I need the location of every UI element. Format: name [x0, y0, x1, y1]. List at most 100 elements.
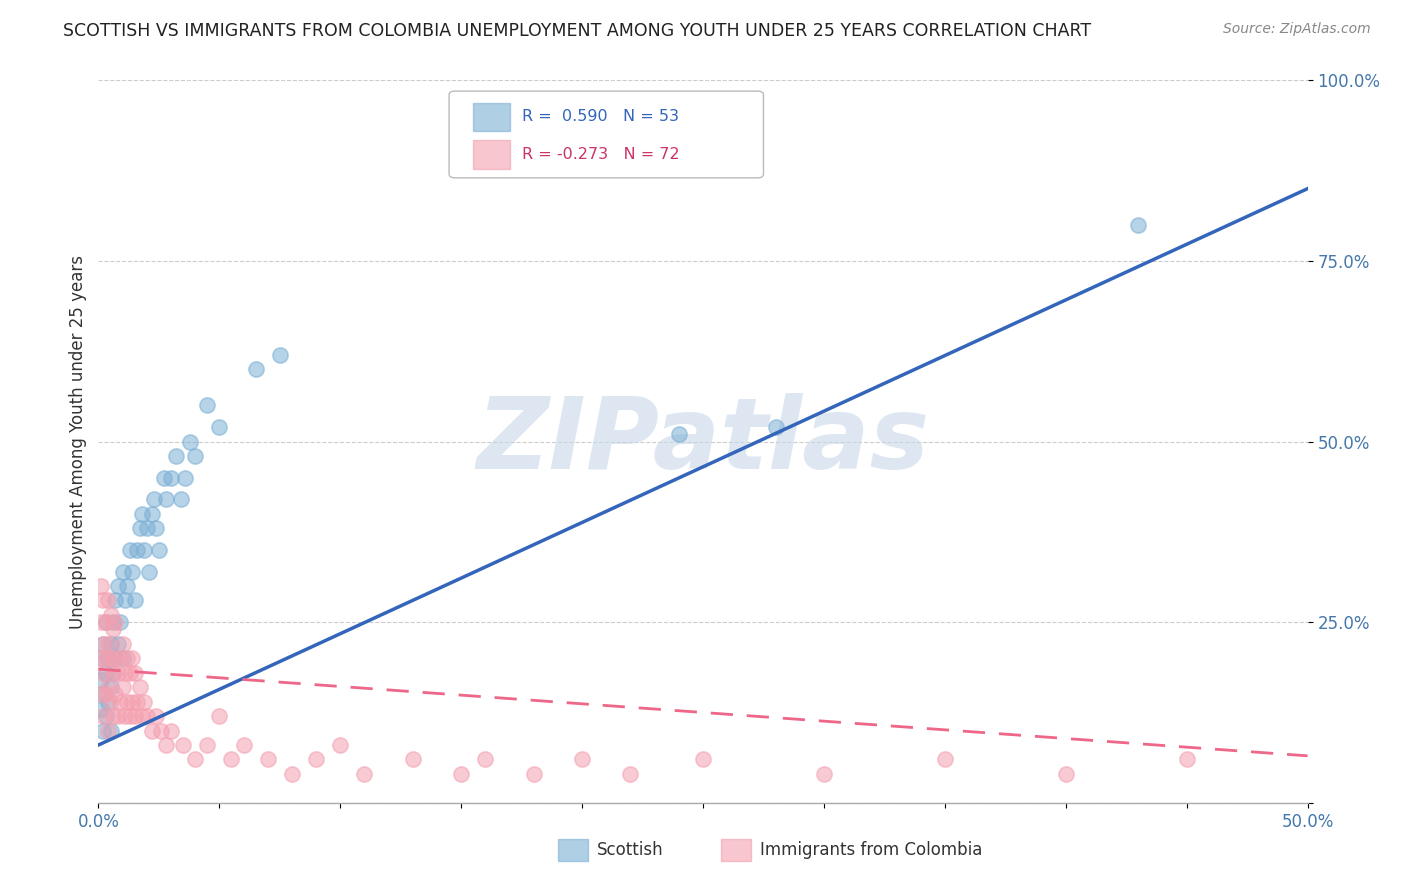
Point [90, 579, 112, 593]
Point [111, 637, 134, 651]
Point [135, 709, 157, 723]
Y-axis label: Unemployment Among Youth under 25 years: Unemployment Among Youth under 25 years [69, 254, 87, 629]
Point [118, 665, 141, 680]
Point [107, 665, 129, 680]
Point [101, 709, 124, 723]
FancyBboxPatch shape [449, 91, 763, 178]
Point [184, 449, 207, 463]
Point [174, 470, 197, 484]
Point [91, 637, 114, 651]
Point [101, 665, 124, 680]
Point [94, 615, 117, 630]
Point [124, 709, 146, 723]
Point [100, 607, 122, 622]
Text: ZIPatlas: ZIPatlas [477, 393, 929, 490]
Point [523, 767, 546, 781]
Point [208, 420, 231, 434]
Point [121, 651, 143, 665]
Text: SCOTTISH VS IMMIGRANTS FROM COLOMBIA UNEMPLOYMENT AMONG YOUTH UNDER 25 YEARS COR: SCOTTISH VS IMMIGRANTS FROM COLOMBIA UNE… [63, 22, 1091, 40]
Point [107, 579, 129, 593]
Point [160, 470, 183, 484]
Point [124, 665, 146, 680]
Point [131, 507, 153, 521]
Point [97, 593, 120, 607]
Point [100, 651, 122, 665]
FancyBboxPatch shape [721, 838, 751, 861]
Point [104, 687, 127, 701]
Point [91, 709, 114, 723]
Point [135, 521, 157, 535]
Point [134, 695, 156, 709]
Point [94, 709, 117, 723]
Point [813, 767, 835, 781]
Text: Immigrants from Colombia: Immigrants from Colombia [759, 841, 983, 859]
Point [165, 449, 187, 463]
Point [101, 623, 124, 637]
Point [108, 695, 131, 709]
Point [90, 687, 112, 701]
Point [1175, 752, 1198, 766]
Point [152, 470, 174, 484]
Point [97, 680, 120, 694]
Point [90, 651, 112, 665]
Point [131, 709, 153, 723]
Point [571, 752, 593, 766]
Point [107, 637, 129, 651]
Point [934, 752, 956, 766]
Point [450, 767, 472, 781]
Point [117, 695, 139, 709]
Point [114, 593, 136, 607]
Point [232, 738, 254, 752]
Text: Scottish: Scottish [596, 841, 664, 859]
Point [169, 492, 191, 507]
Text: Source: ZipAtlas.com: Source: ZipAtlas.com [1223, 22, 1371, 37]
Point [114, 709, 136, 723]
Point [97, 637, 120, 651]
Point [195, 738, 218, 752]
Point [111, 651, 134, 665]
Point [148, 542, 170, 557]
Point [150, 723, 173, 738]
Point [668, 427, 690, 442]
Point [619, 767, 641, 781]
Point [141, 723, 163, 738]
Point [127, 695, 149, 709]
Point [208, 709, 231, 723]
Point [117, 651, 139, 665]
Point [90, 615, 112, 630]
Point [91, 637, 114, 651]
Point [124, 593, 146, 607]
Point [90, 651, 112, 665]
Point [94, 615, 117, 630]
Point [90, 702, 112, 716]
Point [155, 738, 177, 752]
Point [94, 687, 117, 701]
Point [118, 542, 141, 557]
Point [121, 695, 143, 709]
Point [160, 723, 183, 738]
Point [141, 507, 163, 521]
Point [111, 680, 134, 694]
Point [134, 542, 156, 557]
Point [104, 593, 127, 607]
FancyBboxPatch shape [474, 103, 509, 131]
Point [281, 767, 304, 781]
Point [100, 695, 122, 709]
Point [329, 738, 352, 752]
Point [1128, 218, 1150, 232]
Point [121, 565, 143, 579]
FancyBboxPatch shape [474, 140, 509, 169]
Point [94, 651, 117, 665]
Point [145, 521, 167, 535]
Point [256, 752, 278, 766]
Point [97, 723, 120, 738]
Point [245, 362, 267, 376]
Point [101, 665, 124, 680]
Point [128, 521, 150, 535]
Point [221, 752, 243, 766]
Point [143, 492, 166, 507]
Point [91, 665, 114, 680]
Point [101, 615, 124, 630]
Point [692, 752, 714, 766]
Point [97, 651, 120, 665]
